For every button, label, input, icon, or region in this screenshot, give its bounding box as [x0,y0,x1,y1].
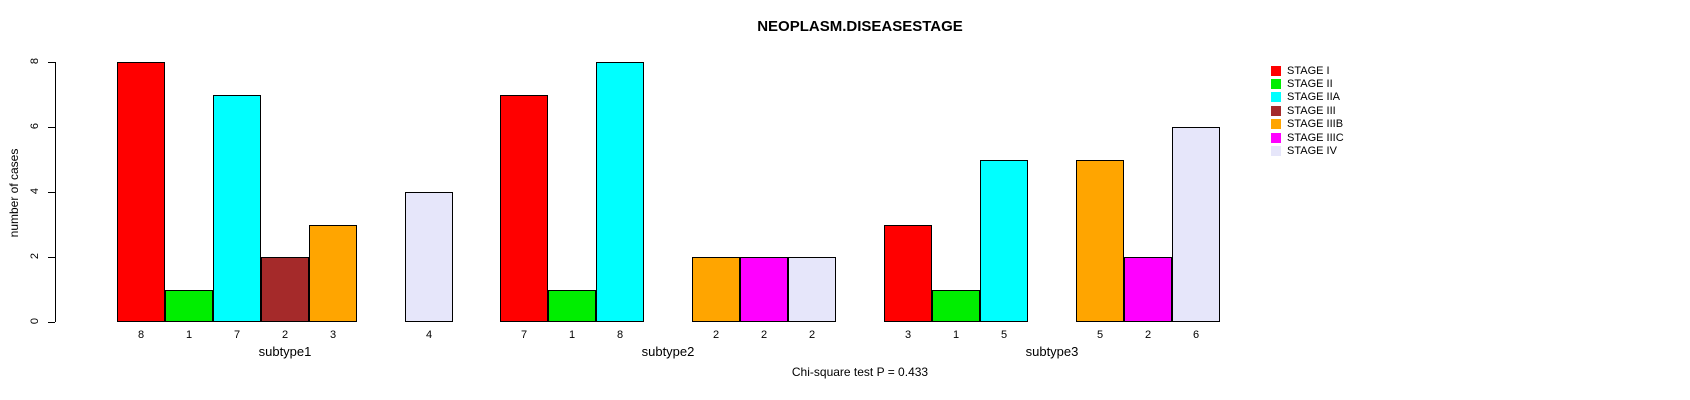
bar-value-label: 7 [520,329,528,341]
group-label-subtype3: subtype3 [1025,344,1079,359]
bar-subtype2-stage-ii [548,289,596,322]
y-tick-label: 4 [29,187,41,195]
bar-value-label: 2 [760,329,768,341]
chart-title: NEOPLASM.DISEASESTAGE [757,18,963,35]
y-tick-mark [48,257,55,258]
legend-swatch [1271,79,1281,90]
legend-item: STAGE IIA [1271,91,1344,104]
y-axis-line [55,62,56,322]
y-tick-label: 6 [29,122,41,130]
bar-subtype2-stage-i [500,94,548,322]
legend-label: STAGE IIIB [1287,118,1344,131]
group-label-subtype2: subtype2 [641,344,695,359]
bar-subtype2-stage-iv [788,257,836,322]
legend-swatch [1271,105,1281,116]
legend-swatch [1271,92,1281,103]
legend-label: STAGE IIIC [1287,131,1344,144]
legend-item: STAGE III [1271,104,1344,117]
y-tick-mark [48,192,55,193]
legend-swatch [1271,132,1281,143]
bar-subtype1-stage-iiib [309,224,357,322]
bar-value-label: 1 [952,329,960,341]
legend-item: STAGE IV [1271,144,1344,157]
legend-swatch [1271,119,1281,130]
y-tick-label: 2 [29,252,41,260]
bar-subtype1-stage-i [117,62,165,322]
bar-subtype2-stage-iia [596,62,644,322]
bar-value-label: 3 [904,329,912,341]
legend-label: STAGE IIA [1287,91,1340,104]
legend-label: STAGE I [1287,64,1330,77]
bar-subtype1-stage-ii [165,289,213,322]
group-label-subtype1: subtype1 [258,344,312,359]
legend: STAGE I STAGE II STAGE IIA STAGE III STAGE I… [1271,64,1344,158]
legend-item: STAGE IIIB [1271,118,1344,131]
bar-subtype1-stage-iv [405,192,453,322]
y-tick-mark [48,127,55,128]
bar-value-label: 6 [1192,329,1200,341]
bar-subtype2-stage-iiic [740,257,788,322]
bar-subtype3-stage-i [884,224,932,322]
y-tick-mark [48,322,55,323]
chi-square-annotation: Chi-square test P = 0.433 [791,365,929,379]
bar-value-label: 1 [185,329,193,341]
y-tick-mark [48,62,55,63]
bar-value-label: 2 [808,329,816,341]
legend-swatch [1271,65,1281,76]
legend-item: STAGE I [1271,64,1344,77]
legend-label: STAGE II [1287,78,1333,91]
legend-label: STAGE III [1287,104,1336,117]
y-axis-label: number of cases [7,148,21,238]
bar-value-label: 3 [329,329,337,341]
legend-swatch [1271,146,1281,157]
legend-label: STAGE IV [1287,145,1337,158]
bar-value-label: 5 [1096,329,1104,341]
legend-item: STAGE II [1271,77,1344,90]
bar-subtype1-stage-iii [261,257,309,322]
y-tick-label: 8 [29,57,41,65]
bar-value-label: 2 [712,329,720,341]
bar-value-label: 7 [233,329,241,341]
y-tick-label: 0 [29,317,41,325]
bar-value-label: 2 [1144,329,1152,341]
bar-subtype3-stage-iv [1172,127,1220,322]
bar-subtype3-stage-iiic [1124,257,1172,322]
bar-value-label: 8 [137,329,145,341]
bar-value-label: 8 [616,329,624,341]
bar-value-label: 4 [425,329,433,341]
bar-subtype1-stage-iia [213,94,261,322]
bar-subtype2-stage-iiib [692,257,740,322]
bar-value-label: 1 [568,329,576,341]
bar-value-label: 5 [1000,329,1008,341]
bar-subtype3-stage-ii [932,289,980,322]
bar-subtype3-stage-iia [980,159,1028,322]
bar-subtype3-stage-iiib [1076,159,1124,322]
bar-value-label: 2 [281,329,289,341]
legend-item: STAGE IIIC [1271,131,1344,144]
